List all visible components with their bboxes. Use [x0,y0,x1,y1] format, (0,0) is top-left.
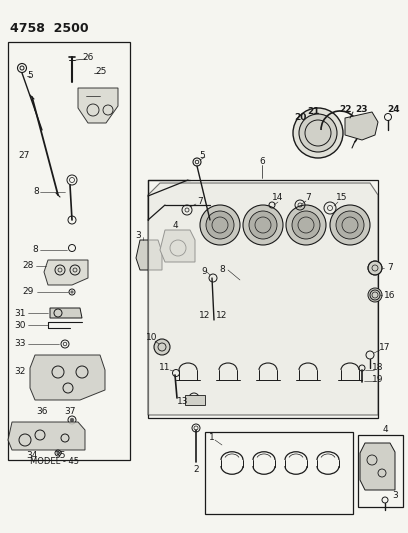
Circle shape [293,108,343,158]
Circle shape [70,418,74,422]
Bar [8,42,130,460]
Circle shape [368,288,382,302]
Text: 37: 37 [64,408,76,416]
Polygon shape [185,395,205,405]
Text: 20: 20 [294,112,306,122]
Circle shape [299,114,337,152]
Circle shape [336,211,364,239]
Circle shape [292,211,320,239]
Text: 8: 8 [32,246,38,254]
Text: 21: 21 [307,108,319,117]
Text: 5: 5 [27,70,33,79]
Circle shape [243,205,283,245]
Text: 4758  2500: 4758 2500 [10,21,89,35]
Text: 1: 1 [209,433,215,442]
Text: 33: 33 [14,340,26,349]
Text: 11: 11 [159,364,171,373]
Text: 4: 4 [172,221,178,230]
Text: 19: 19 [372,376,384,384]
Bar [148,180,378,418]
Text: 7: 7 [305,193,311,203]
Polygon shape [345,112,378,140]
Text: 35: 35 [54,451,66,461]
Polygon shape [8,422,85,450]
Text: 5: 5 [199,150,205,159]
Text: 18: 18 [372,364,384,373]
Polygon shape [78,88,118,123]
Text: 30: 30 [14,321,26,330]
Text: 31: 31 [14,309,26,318]
Text: 6: 6 [259,157,265,166]
Text: MODEL - 45: MODEL - 45 [31,457,80,466]
Text: 26: 26 [82,52,94,61]
Text: 23: 23 [356,106,368,115]
Text: 2: 2 [193,465,199,474]
Text: 7: 7 [197,198,203,206]
Circle shape [330,205,370,245]
Text: 16: 16 [384,290,396,300]
Bar [358,435,403,507]
Text: 14: 14 [272,193,284,203]
Text: 9: 9 [201,266,207,276]
Polygon shape [360,443,395,490]
Text: 10: 10 [146,334,158,343]
Polygon shape [30,355,105,400]
Text: 8: 8 [33,188,39,197]
Polygon shape [148,183,378,415]
Circle shape [368,261,382,275]
Text: 7: 7 [387,263,393,272]
Text: 12: 12 [200,311,211,319]
Polygon shape [160,230,195,262]
Circle shape [200,205,240,245]
Circle shape [249,211,277,239]
Text: 36: 36 [36,408,48,416]
Text: 22: 22 [340,106,352,115]
Circle shape [71,291,73,293]
Text: 4: 4 [382,425,388,434]
Bar [205,432,353,514]
Circle shape [57,452,59,454]
Text: 24: 24 [388,106,400,115]
Polygon shape [50,308,82,318]
Text: 32: 32 [14,367,26,376]
Text: 28: 28 [22,262,34,271]
Polygon shape [44,260,88,285]
Text: 17: 17 [379,343,391,352]
Text: 13: 13 [177,398,189,407]
Text: 34: 34 [26,451,38,461]
Circle shape [154,339,170,355]
Circle shape [206,211,234,239]
Polygon shape [136,240,162,270]
Text: 25: 25 [95,68,106,77]
Circle shape [286,205,326,245]
Text: 3: 3 [392,490,398,499]
Text: 8: 8 [219,265,225,274]
Text: 12: 12 [216,311,228,319]
Text: 29: 29 [22,287,34,296]
Text: 27: 27 [18,150,30,159]
Text: 3: 3 [135,230,141,239]
Text: 15: 15 [336,193,348,203]
